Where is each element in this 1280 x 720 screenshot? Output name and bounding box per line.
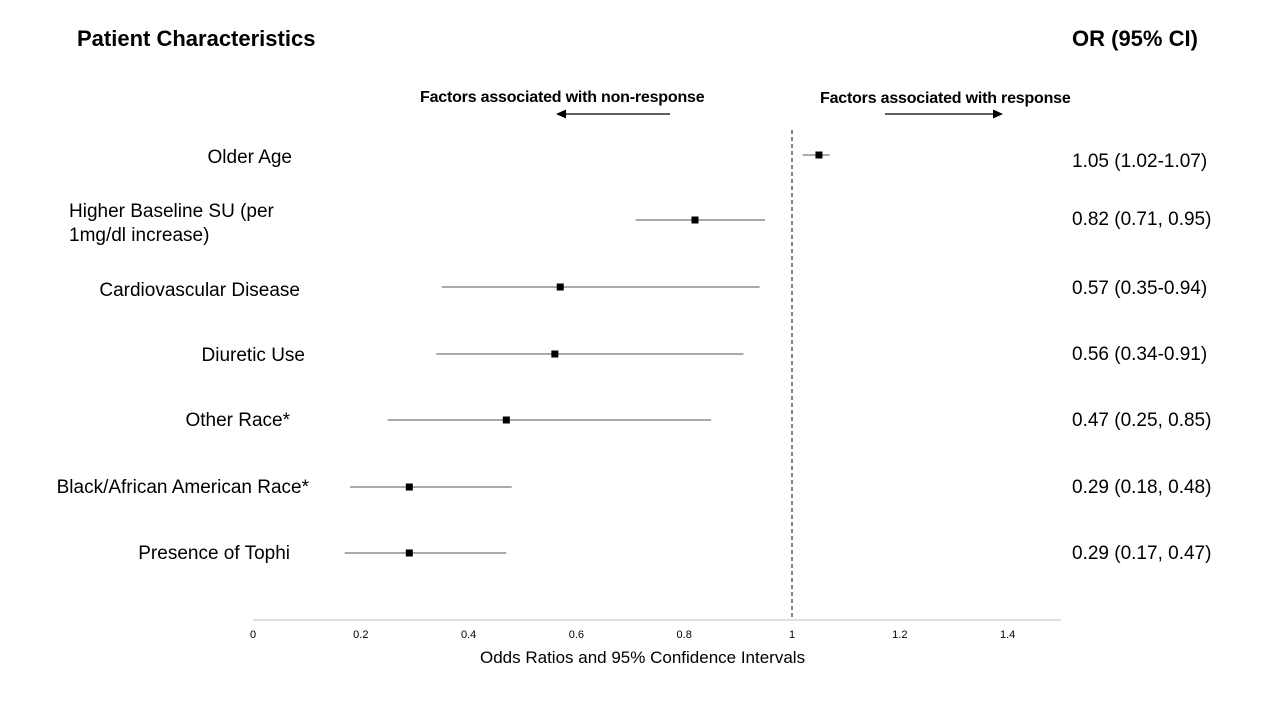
x-tick-label: 0.8: [677, 629, 692, 641]
row-label: Cardiovascular Disease: [99, 280, 300, 301]
row-label: Diuretic Use: [201, 345, 305, 366]
or-value-text: 1.05 (1.02-1.07): [1072, 151, 1208, 172]
x-tick-label: 1.2: [892, 629, 907, 641]
x-tick-label: 1.4: [1000, 629, 1015, 641]
odds-ratio-marker: [405, 549, 413, 557]
x-tick-label: 1: [789, 629, 795, 641]
odds-ratio-marker: [502, 416, 510, 424]
x-axis: 0 0.2 0.4 0.6 0.8 1 1.2 1.4: [250, 619, 1061, 641]
row-label: Presence of Tophi: [138, 543, 290, 564]
odds-ratio-marker: [815, 151, 823, 159]
odds-ratio-marker: [551, 350, 559, 358]
odds-ratio-marker: [405, 483, 413, 491]
or-value-text: 0.56 (0.34-0.91): [1072, 344, 1208, 365]
or-value-text: 0.57 (0.35-0.94): [1072, 278, 1208, 299]
direction-arrows: [556, 109, 1003, 119]
odds-ratio-marker: [691, 216, 699, 224]
row-label: Black/African American Race*: [56, 477, 309, 498]
response-direction-label: Factors associated with response: [820, 90, 1071, 107]
or-value-text: 0.82 (0.71, 0.95): [1072, 209, 1212, 230]
patient-characteristics-header: Patient Characteristics: [77, 26, 316, 51]
row-label: Older Age: [207, 147, 293, 168]
row-label: Higher Baseline SU (per 1mg/dl increase): [69, 201, 274, 246]
x-tick-label: 0.4: [461, 629, 476, 641]
or-value-text: 0.47 (0.25, 0.85): [1072, 410, 1212, 431]
or-value-text: 0.29 (0.18, 0.48): [1072, 477, 1212, 498]
x-axis-label: Odds Ratios and 95% Confidence Intervals: [480, 648, 806, 667]
row-label: Other Race*: [185, 410, 290, 431]
odds-ratio-marker: [556, 283, 564, 291]
response-arrow-head: [993, 109, 1003, 119]
forest-marks: [344, 151, 830, 557]
or-value-text: 0.29 (0.17, 0.47): [1072, 543, 1212, 564]
non-response-direction-label: Factors associated with non-response: [420, 89, 705, 106]
non-response-arrow-head: [556, 109, 566, 119]
x-tick-label: 0.6: [569, 629, 584, 641]
or-ci-header: OR (95% CI): [1072, 26, 1198, 51]
x-tick-label: 0: [250, 629, 256, 641]
x-tick-label: 0.2: [353, 629, 368, 641]
